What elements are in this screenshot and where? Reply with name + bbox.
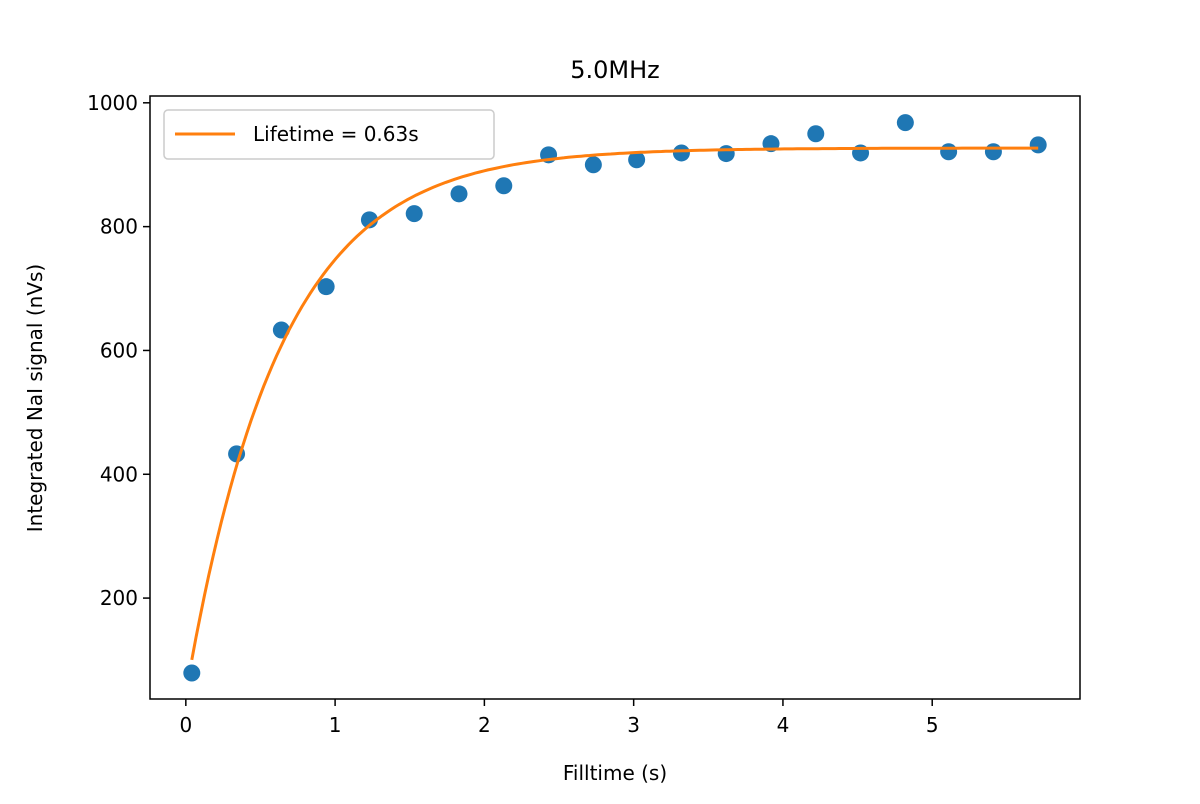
legend-label: Lifetime = 0.63s: [253, 122, 419, 146]
y-tick-label: 600: [100, 338, 138, 362]
data-point: [1029, 136, 1047, 154]
y-axis-label: Integrated NaI signal (nVs): [23, 264, 47, 532]
data-point: [317, 278, 335, 296]
chart-title: 5.0MHz: [570, 56, 660, 84]
plot-frame: [149, 95, 1081, 700]
x-axis-label: Filltime (s): [563, 761, 667, 785]
data-point: [584, 156, 602, 174]
data-point: [405, 205, 423, 223]
data-point: [807, 125, 825, 143]
data-point: [183, 664, 201, 682]
data-point: [450, 185, 468, 203]
y-tick-label: 200: [100, 586, 138, 610]
x-tick-label: 2: [478, 713, 491, 737]
x-tick-label: 4: [777, 713, 790, 737]
x-tick-label: 5: [926, 713, 939, 737]
x-tick-label: 1: [329, 713, 342, 737]
x-tick-label: 3: [627, 713, 640, 737]
data-point: [672, 144, 690, 162]
y-tick-label: 1000: [87, 91, 138, 115]
data-point: [984, 143, 1002, 161]
fit-curve: [190, 146, 1039, 661]
x-tick-label: 0: [179, 713, 192, 737]
data-point: [940, 143, 958, 161]
data-point: [360, 211, 378, 229]
data-point: [896, 114, 914, 132]
data-point: [628, 151, 646, 169]
legend: Lifetime = 0.63s: [163, 109, 495, 160]
y-tick-label: 800: [100, 215, 138, 239]
data-point: [717, 145, 735, 163]
y-tick-label: 400: [100, 462, 138, 486]
data-point: [495, 177, 513, 195]
